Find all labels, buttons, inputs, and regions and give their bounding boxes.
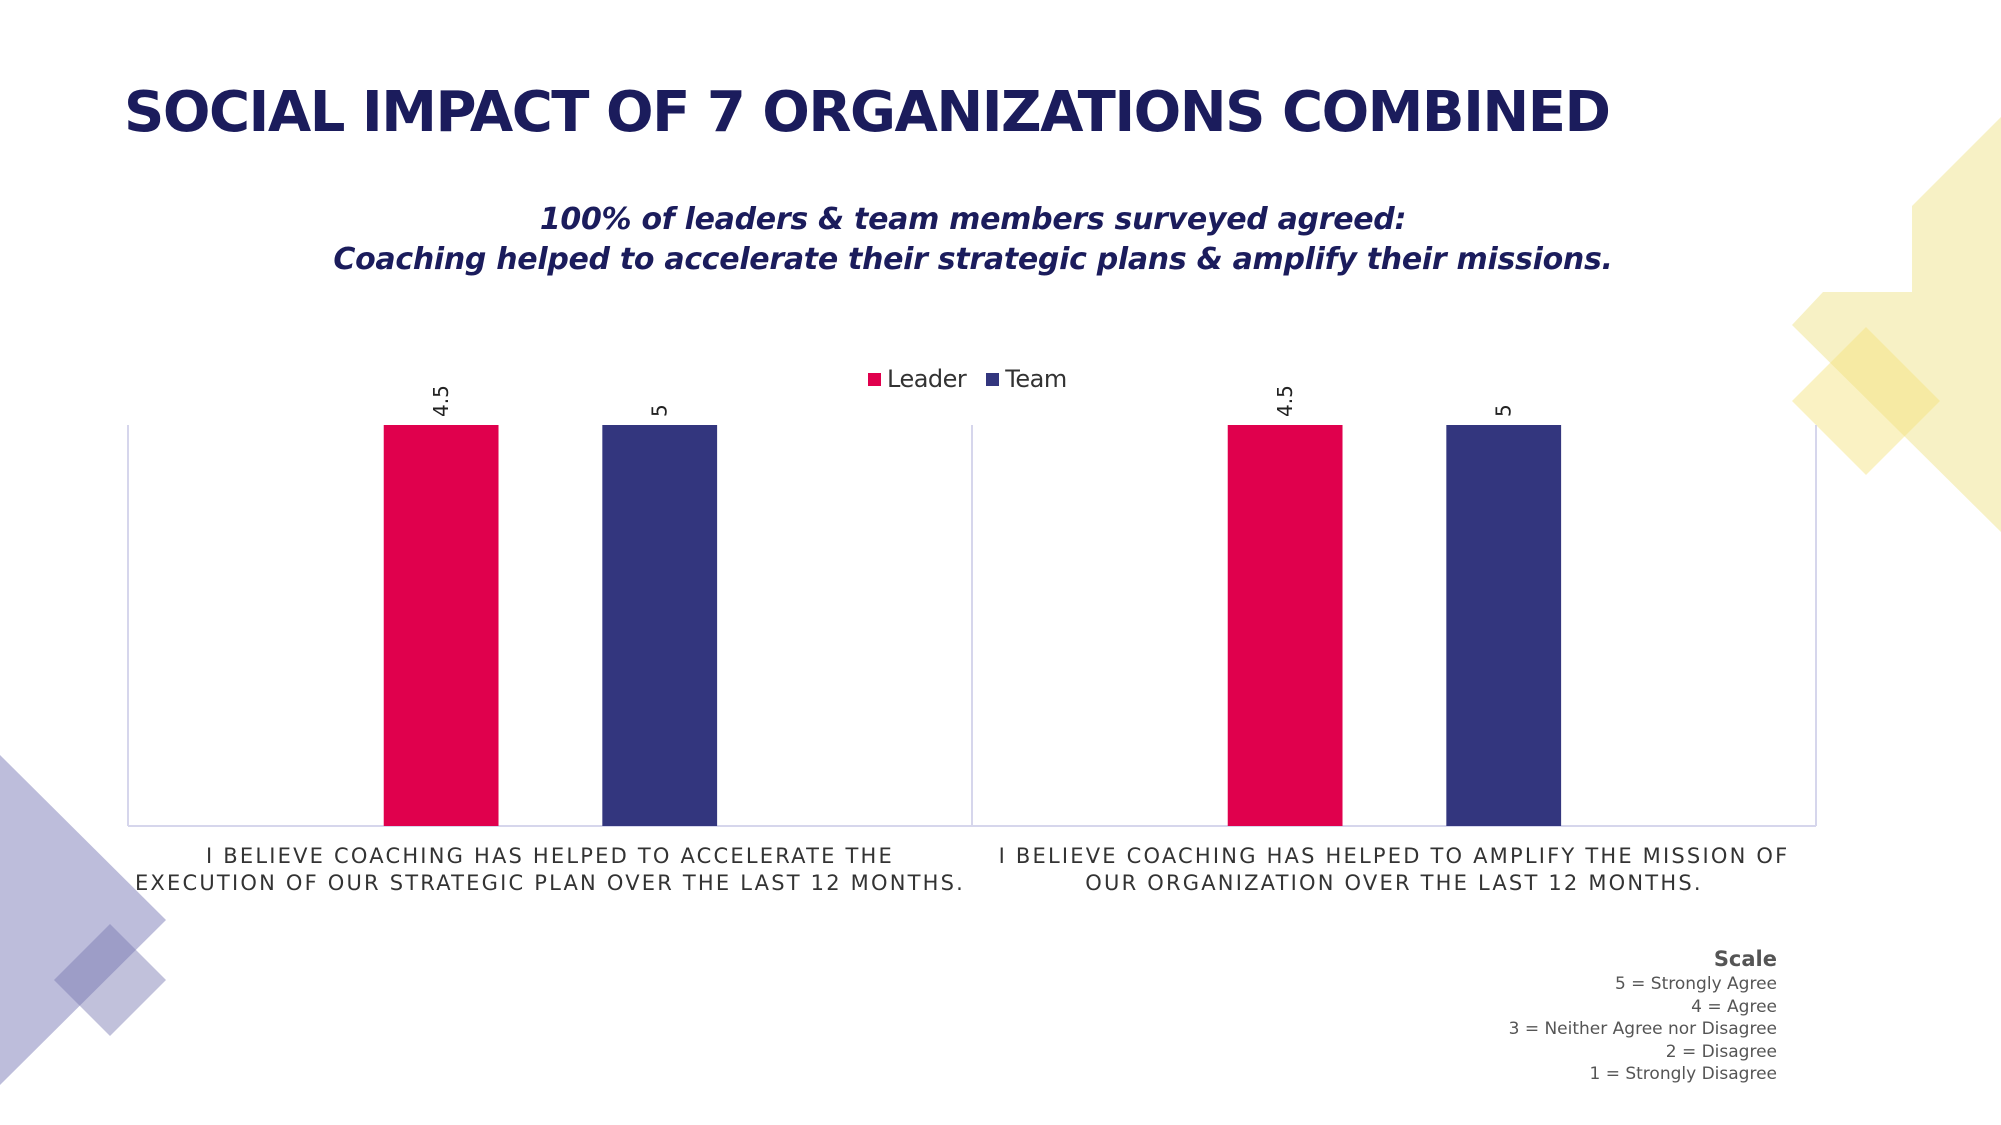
chart-legend: Leader Team xyxy=(868,365,1087,393)
legend-label-team: Team xyxy=(1005,365,1067,393)
bar-leader-2 xyxy=(1227,425,1343,826)
scale-item-3: 3 = Neither Agree nor Disagree xyxy=(1508,1019,1777,1039)
scale-legend: Scale 5 = Strongly Agree 4 = Agree 3 = N… xyxy=(1509,945,1777,1086)
legend-item-team: Team xyxy=(986,365,1067,393)
subtitle-line-1: 100% of leaders & team members surveyed … xyxy=(539,202,1407,237)
data-label-team-2: 5 xyxy=(1492,404,1516,417)
scale-item-4: 4 = Agree xyxy=(1691,996,1777,1017)
legend-swatch-leader xyxy=(868,372,881,386)
legend-swatch-team xyxy=(986,372,1000,386)
bar-leader-1 xyxy=(383,425,499,826)
legend-label-leader: Leader xyxy=(887,365,967,393)
category-label-2: I BELIEVE COACHING HAS HELPED TO AMPLIFY… xyxy=(972,843,1816,897)
scale-item-2: 2 = Disagree xyxy=(1665,1041,1777,1062)
scale-title: Scale xyxy=(1713,947,1777,971)
bar-team-1 xyxy=(602,425,718,826)
data-label-team-1: 5 xyxy=(648,404,672,417)
scale-item-1: 1 = Strongly Disagree xyxy=(1589,1064,1777,1084)
data-label-leader-2: 4.5 xyxy=(1273,385,1297,417)
scale-item-5: 5 = Strongly Agree xyxy=(1614,974,1777,994)
category-label-1-line-2: EXECUTION OF OUR STRATEGIC PLAN OVER THE… xyxy=(134,871,966,895)
category-label-2-line-1: I BELIEVE COACHING HAS HELPED TO AMPLIFY… xyxy=(998,844,1790,868)
category-label-2-line-2: OUR ORGANIZATION OVER THE LAST 12 MONTHS… xyxy=(1085,871,1703,895)
data-label-leader-1: 4.5 xyxy=(429,385,453,417)
slide-subtitle: 100% of leaders & team members surveyed … xyxy=(0,200,1946,280)
legend-item-leader: Leader xyxy=(868,365,967,393)
slide-title: SOCIAL IMPACT OF 7 ORGANIZATIONS COMBINE… xyxy=(124,80,1611,145)
category-label-1-line-1: I BELIEVE COACHING HAS HELPED TO ACCELER… xyxy=(206,844,894,868)
category-label-1: I BELIEVE COACHING HAS HELPED TO ACCELER… xyxy=(128,843,972,897)
subtitle-line-2: Coaching helped to accelerate their stra… xyxy=(333,242,1613,277)
bar-team-2 xyxy=(1446,425,1562,826)
